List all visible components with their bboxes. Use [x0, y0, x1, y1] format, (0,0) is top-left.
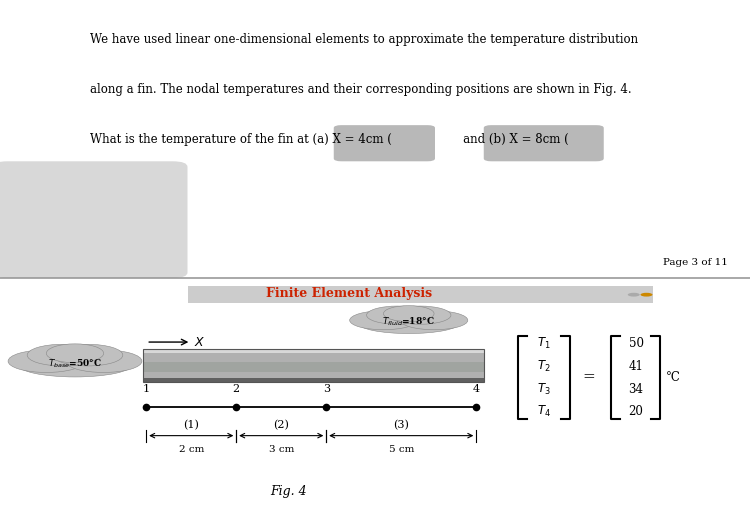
Ellipse shape [46, 344, 104, 363]
Text: Finite Element Analysis: Finite Element Analysis [266, 287, 432, 300]
Ellipse shape [17, 352, 132, 377]
Ellipse shape [27, 345, 98, 366]
Text: We have used linear one-dimensional elements to approximate the temperature dist: We have used linear one-dimensional elem… [90, 33, 638, 46]
FancyBboxPatch shape [484, 125, 604, 161]
Text: °C: °C [666, 371, 681, 384]
Bar [142, 349, 484, 353]
Bar [188, 286, 652, 303]
Text: 3: 3 [322, 384, 330, 394]
Text: 34: 34 [628, 383, 644, 396]
Text: $T_1$: $T_1$ [537, 336, 550, 351]
Ellipse shape [383, 306, 434, 321]
Text: 4: 4 [472, 384, 480, 394]
Text: (3): (3) [393, 420, 410, 430]
Circle shape [640, 293, 652, 297]
Text: =: = [582, 371, 595, 385]
Text: 3 cm: 3 cm [268, 444, 294, 454]
Text: 2 cm: 2 cm [178, 444, 204, 454]
Text: along a fin. The nodal temperatures and their corresponding positions are shown : along a fin. The nodal temperatures and … [90, 83, 632, 96]
Text: What is the temperature of the fin at (a) X = 4cm (                   and (b) X : What is the temperature of the fin at (a… [90, 133, 568, 146]
Bar [142, 349, 484, 382]
Text: 20: 20 [628, 405, 644, 419]
Text: $T_{base}$=50°C: $T_{base}$=50°C [48, 357, 102, 370]
Text: 41: 41 [628, 359, 644, 373]
Text: $T_2$: $T_2$ [537, 358, 550, 374]
Text: Fig. 4: Fig. 4 [271, 486, 307, 499]
Ellipse shape [358, 313, 459, 334]
Text: (2): (2) [273, 420, 290, 430]
Text: $X$: $X$ [194, 336, 205, 349]
Circle shape [628, 293, 640, 297]
Ellipse shape [367, 306, 428, 324]
Text: 2: 2 [232, 384, 240, 394]
Ellipse shape [53, 345, 123, 366]
Ellipse shape [65, 350, 142, 372]
Text: (1): (1) [183, 420, 200, 430]
Text: Page 3 of 11: Page 3 of 11 [663, 258, 728, 267]
Text: $T_4$: $T_4$ [537, 404, 550, 420]
Text: $T_{fluid}$=18°C: $T_{fluid}$=18°C [382, 316, 435, 328]
Ellipse shape [389, 306, 451, 324]
FancyBboxPatch shape [334, 125, 435, 161]
Bar [142, 362, 484, 372]
Ellipse shape [350, 311, 417, 330]
Ellipse shape [400, 311, 468, 330]
Bar [142, 379, 484, 382]
Ellipse shape [8, 350, 85, 372]
Bar [142, 353, 484, 379]
Text: 1: 1 [142, 384, 150, 394]
Text: $T_3$: $T_3$ [537, 382, 550, 397]
FancyBboxPatch shape [0, 161, 188, 278]
Text: 50: 50 [628, 337, 644, 350]
Text: 5 cm: 5 cm [388, 444, 414, 454]
